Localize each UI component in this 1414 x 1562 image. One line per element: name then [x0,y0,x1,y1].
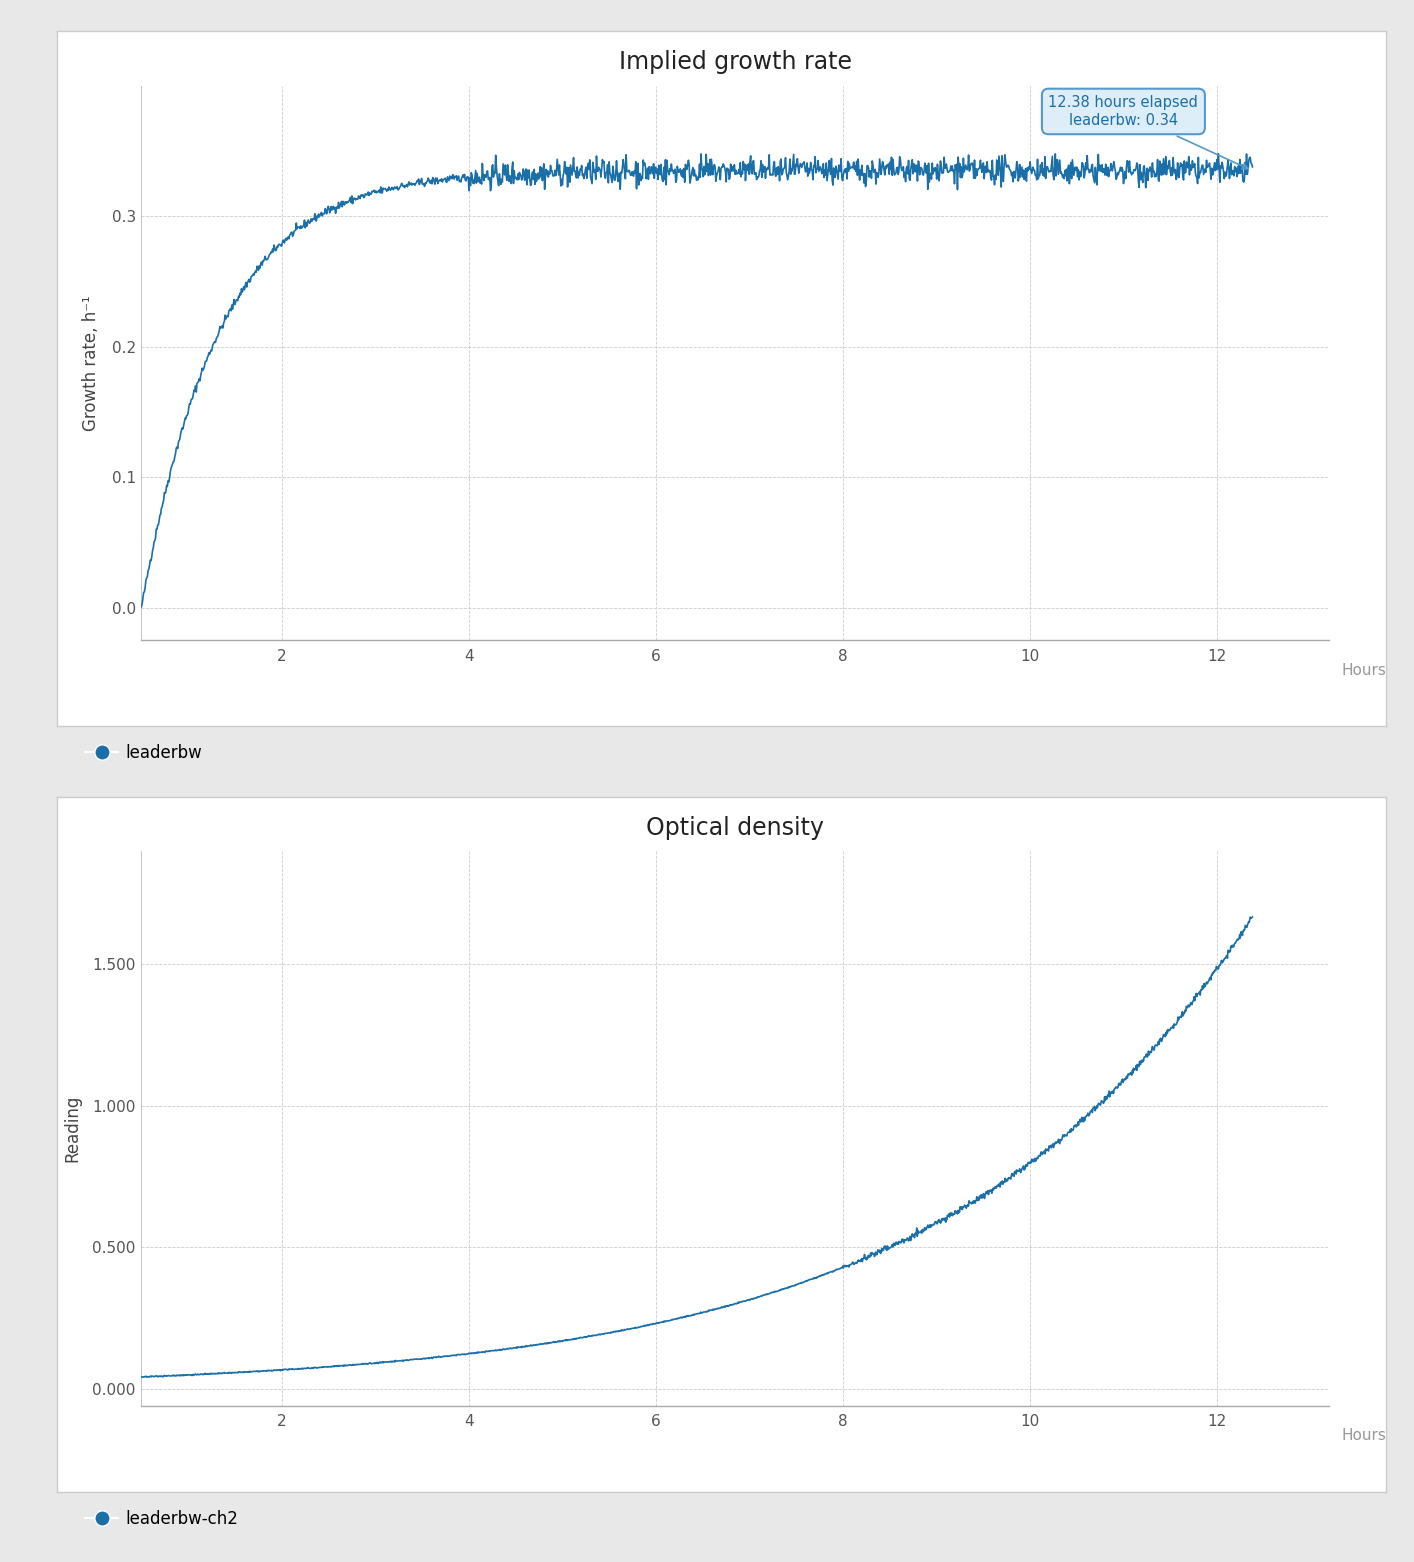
Text: Hours: Hours [1340,662,1386,678]
Title: Implied growth rate: Implied growth rate [619,50,851,75]
Y-axis label: Reading: Reading [64,1095,82,1162]
Text: Hours: Hours [1340,1428,1386,1443]
Legend: leaderbw-ch2: leaderbw-ch2 [78,1503,245,1534]
Legend: leaderbw: leaderbw [78,737,208,769]
Y-axis label: Growth rate, h⁻¹: Growth rate, h⁻¹ [82,295,100,431]
Title: Optical density: Optical density [646,815,824,840]
Text: 12.38 hours elapsed
leaderbw: 0.34: 12.38 hours elapsed leaderbw: 0.34 [1048,95,1249,169]
